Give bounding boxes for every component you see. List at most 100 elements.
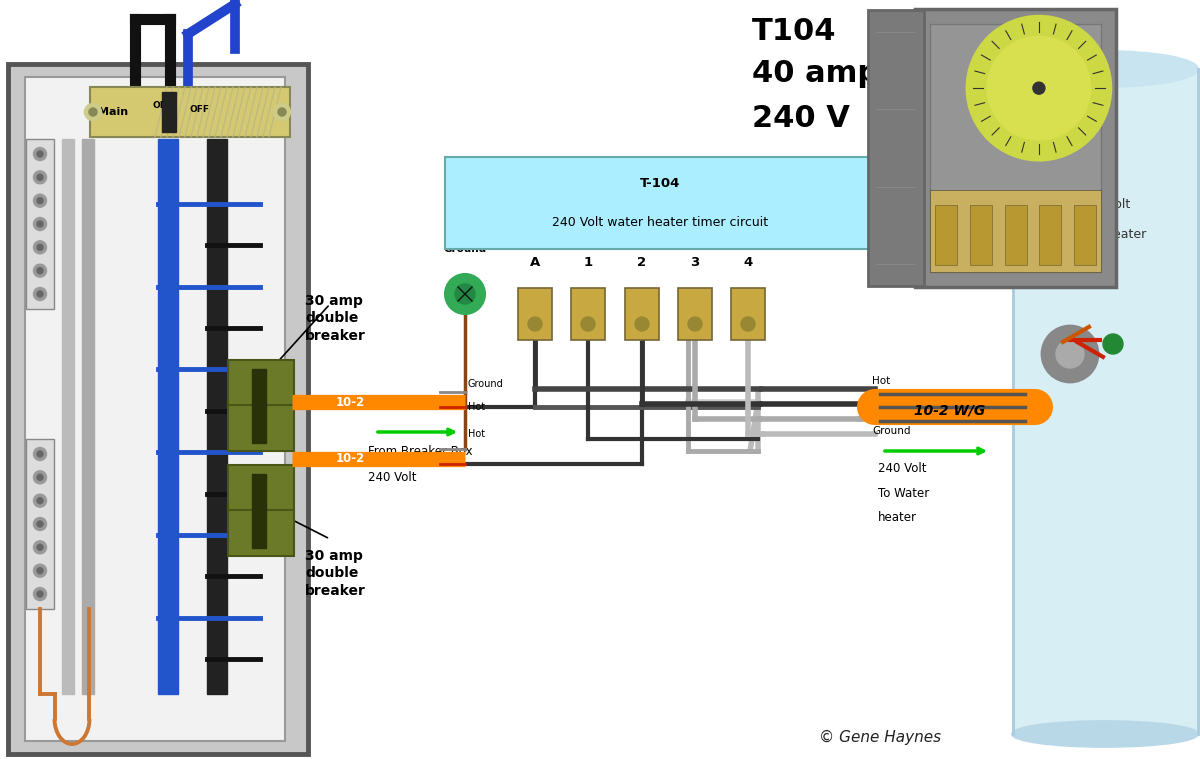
Circle shape	[635, 317, 649, 331]
Circle shape	[34, 147, 47, 160]
Text: A: A	[530, 256, 540, 269]
Text: Hot: Hot	[468, 429, 485, 439]
Text: Hot: Hot	[468, 402, 485, 412]
Ellipse shape	[1013, 52, 1198, 87]
FancyBboxPatch shape	[8, 64, 308, 754]
Circle shape	[37, 291, 43, 297]
Text: 240 Volt: 240 Volt	[878, 462, 926, 475]
Circle shape	[1103, 334, 1123, 354]
Circle shape	[34, 288, 47, 301]
FancyBboxPatch shape	[90, 87, 290, 137]
Text: heater: heater	[878, 511, 917, 524]
Circle shape	[37, 268, 43, 274]
Bar	[62, 139, 74, 694]
Circle shape	[89, 108, 97, 116]
Circle shape	[278, 108, 286, 116]
Text: To Water: To Water	[878, 487, 929, 500]
Text: 240 V: 240 V	[752, 104, 850, 133]
FancyBboxPatch shape	[571, 288, 605, 340]
Circle shape	[37, 544, 43, 550]
Circle shape	[34, 448, 47, 461]
Text: Ground: Ground	[468, 379, 504, 389]
FancyBboxPatch shape	[228, 465, 294, 511]
FancyBboxPatch shape	[26, 439, 54, 609]
Text: 1: 1	[583, 256, 593, 269]
Circle shape	[455, 284, 475, 304]
Text: 2: 2	[637, 256, 647, 269]
Ellipse shape	[1013, 722, 1198, 747]
Text: Hot: Hot	[872, 397, 890, 407]
Bar	[162, 92, 176, 132]
Circle shape	[34, 587, 47, 600]
Circle shape	[37, 221, 43, 227]
Circle shape	[1056, 340, 1084, 368]
Text: 240 Volt water heater timer circuit: 240 Volt water heater timer circuit	[552, 216, 768, 228]
Bar	[1013, 69, 1198, 734]
Text: 240 Volt: 240 Volt	[368, 471, 416, 484]
Text: 30 amp
double
breaker: 30 amp double breaker	[305, 294, 366, 342]
Text: ON: ON	[152, 102, 168, 111]
Circle shape	[37, 244, 43, 250]
Circle shape	[37, 451, 43, 457]
Circle shape	[967, 16, 1111, 160]
Text: Ground: Ground	[444, 244, 486, 254]
Text: 40 amp: 40 amp	[752, 59, 880, 88]
Circle shape	[1042, 326, 1098, 382]
FancyBboxPatch shape	[25, 77, 286, 741]
FancyBboxPatch shape	[970, 205, 991, 265]
FancyBboxPatch shape	[26, 139, 54, 309]
Circle shape	[445, 274, 485, 314]
Circle shape	[37, 175, 43, 181]
Text: Main: Main	[98, 107, 128, 117]
FancyBboxPatch shape	[1004, 205, 1026, 265]
Circle shape	[581, 317, 595, 331]
Bar	[206, 139, 227, 694]
Text: 30 amp
double
breaker: 30 amp double breaker	[305, 549, 366, 597]
FancyBboxPatch shape	[228, 405, 294, 451]
Circle shape	[34, 241, 47, 254]
FancyBboxPatch shape	[731, 288, 766, 340]
Circle shape	[34, 471, 47, 483]
Text: T104: T104	[752, 17, 836, 46]
Circle shape	[37, 474, 43, 480]
Text: From Breaker Box: From Breaker Box	[368, 445, 473, 458]
Circle shape	[37, 591, 43, 597]
FancyBboxPatch shape	[930, 190, 1100, 272]
FancyBboxPatch shape	[625, 288, 659, 340]
FancyBboxPatch shape	[1074, 205, 1096, 265]
Circle shape	[34, 171, 47, 184]
Circle shape	[37, 151, 43, 157]
Circle shape	[688, 317, 702, 331]
Bar	[252, 369, 266, 443]
Circle shape	[37, 197, 43, 203]
Text: 10-2 W/G: 10-2 W/G	[914, 404, 985, 418]
FancyBboxPatch shape	[445, 157, 875, 249]
Bar	[82, 139, 94, 694]
Circle shape	[84, 103, 102, 121]
Circle shape	[37, 498, 43, 504]
Circle shape	[34, 494, 47, 507]
Text: T-104: T-104	[640, 178, 680, 191]
Circle shape	[37, 521, 43, 527]
Circle shape	[988, 36, 1091, 140]
FancyBboxPatch shape	[1039, 205, 1061, 265]
Bar	[252, 474, 266, 548]
Circle shape	[37, 568, 43, 574]
Text: 240 Volt: 240 Volt	[1079, 197, 1130, 210]
Circle shape	[34, 564, 47, 577]
Text: Hot: Hot	[872, 376, 890, 386]
FancyBboxPatch shape	[868, 10, 924, 286]
Circle shape	[742, 317, 755, 331]
Text: 10-2: 10-2	[335, 452, 365, 465]
FancyBboxPatch shape	[930, 24, 1100, 272]
Circle shape	[528, 317, 542, 331]
Text: 10-2: 10-2	[335, 395, 365, 408]
Circle shape	[34, 518, 47, 531]
Text: OFF: OFF	[190, 105, 210, 114]
Circle shape	[34, 194, 47, 207]
FancyBboxPatch shape	[228, 510, 294, 556]
Circle shape	[34, 218, 47, 231]
Text: 3: 3	[690, 256, 700, 269]
Circle shape	[274, 103, 290, 121]
FancyBboxPatch shape	[935, 205, 958, 265]
